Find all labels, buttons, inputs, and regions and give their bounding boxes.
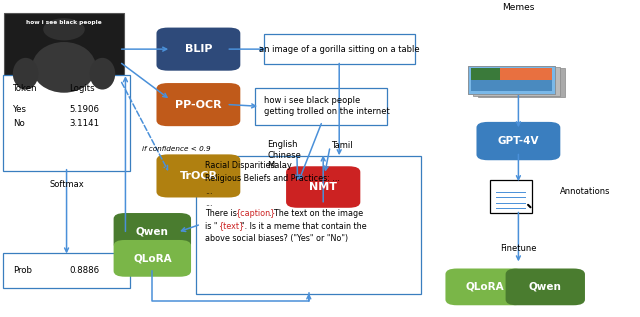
FancyBboxPatch shape bbox=[468, 66, 555, 94]
FancyBboxPatch shape bbox=[468, 66, 555, 94]
Text: if confidence < 0.9: if confidence < 0.9 bbox=[142, 146, 211, 152]
FancyBboxPatch shape bbox=[490, 180, 532, 213]
Text: above social biases? ("Yes" or "No"): above social biases? ("Yes" or "No") bbox=[205, 234, 348, 243]
FancyBboxPatch shape bbox=[506, 268, 585, 305]
Text: how i see black people: how i see black people bbox=[26, 20, 102, 25]
Text: {text}: {text} bbox=[219, 222, 245, 230]
Text: ...: ... bbox=[205, 187, 212, 196]
Text: Qwen: Qwen bbox=[136, 226, 169, 236]
Ellipse shape bbox=[90, 58, 115, 90]
Text: getting trolled on the internet: getting trolled on the internet bbox=[24, 115, 104, 120]
FancyBboxPatch shape bbox=[478, 68, 565, 97]
Ellipse shape bbox=[43, 18, 84, 41]
FancyBboxPatch shape bbox=[196, 156, 421, 294]
FancyBboxPatch shape bbox=[255, 88, 387, 125]
Text: GPT-4V: GPT-4V bbox=[498, 136, 539, 146]
FancyBboxPatch shape bbox=[3, 253, 130, 288]
FancyBboxPatch shape bbox=[157, 28, 241, 71]
FancyBboxPatch shape bbox=[264, 34, 415, 64]
Text: Tamil: Tamil bbox=[332, 141, 353, 150]
Text: Religious Beliefs and Practices: ...: Religious Beliefs and Practices: ... bbox=[205, 174, 340, 183]
Text: Annotations: Annotations bbox=[560, 187, 611, 196]
Text: Logits: Logits bbox=[69, 84, 95, 93]
Text: 3.1141: 3.1141 bbox=[69, 119, 99, 128]
FancyBboxPatch shape bbox=[286, 166, 360, 208]
Text: Memes: Memes bbox=[502, 3, 534, 12]
FancyBboxPatch shape bbox=[3, 75, 130, 171]
Text: NMT: NMT bbox=[309, 182, 337, 192]
FancyBboxPatch shape bbox=[445, 268, 525, 305]
FancyBboxPatch shape bbox=[471, 68, 500, 80]
Text: QLoRA: QLoRA bbox=[133, 253, 172, 263]
Text: {caption}: {caption} bbox=[236, 210, 276, 218]
Text: No: No bbox=[13, 119, 24, 128]
Text: QLoRA: QLoRA bbox=[466, 282, 504, 292]
Text: Qwen: Qwen bbox=[529, 282, 562, 292]
FancyBboxPatch shape bbox=[114, 240, 191, 277]
Ellipse shape bbox=[13, 58, 38, 90]
FancyBboxPatch shape bbox=[114, 213, 191, 250]
FancyBboxPatch shape bbox=[157, 154, 241, 197]
Text: ". Is it a meme that contain the: ". Is it a meme that contain the bbox=[241, 222, 366, 230]
Text: ...: ... bbox=[205, 199, 212, 208]
Text: . The text on the image: . The text on the image bbox=[269, 210, 363, 218]
Text: 5.1906: 5.1906 bbox=[69, 105, 99, 114]
FancyBboxPatch shape bbox=[471, 80, 552, 91]
FancyBboxPatch shape bbox=[157, 83, 241, 126]
Text: Racial Disparities: ...: Racial Disparities: ... bbox=[205, 161, 287, 170]
Text: English
Chinese
Malay: English Chinese Malay bbox=[268, 140, 301, 170]
FancyBboxPatch shape bbox=[4, 13, 124, 128]
Text: Softmax: Softmax bbox=[49, 180, 84, 189]
FancyBboxPatch shape bbox=[476, 122, 561, 160]
Text: PP-OCR: PP-OCR bbox=[175, 100, 221, 110]
Text: Token: Token bbox=[13, 84, 37, 93]
Text: Prob: Prob bbox=[13, 266, 32, 275]
Text: TrOCR: TrOCR bbox=[179, 171, 218, 181]
Ellipse shape bbox=[32, 42, 96, 93]
Text: BLIP: BLIP bbox=[185, 44, 212, 54]
Text: Yes: Yes bbox=[13, 105, 27, 114]
Text: Finetune: Finetune bbox=[500, 244, 537, 253]
FancyBboxPatch shape bbox=[500, 68, 552, 80]
Text: There is: There is bbox=[205, 210, 239, 218]
Text: how i see black people
getting trolled on the internet: how i see black people getting trolled o… bbox=[264, 96, 389, 116]
Text: is ": is " bbox=[205, 222, 218, 230]
Text: 0.8886: 0.8886 bbox=[69, 266, 99, 275]
FancyBboxPatch shape bbox=[473, 67, 560, 96]
Text: an image of a gorilla sitting on a table: an image of a gorilla sitting on a table bbox=[259, 45, 419, 54]
